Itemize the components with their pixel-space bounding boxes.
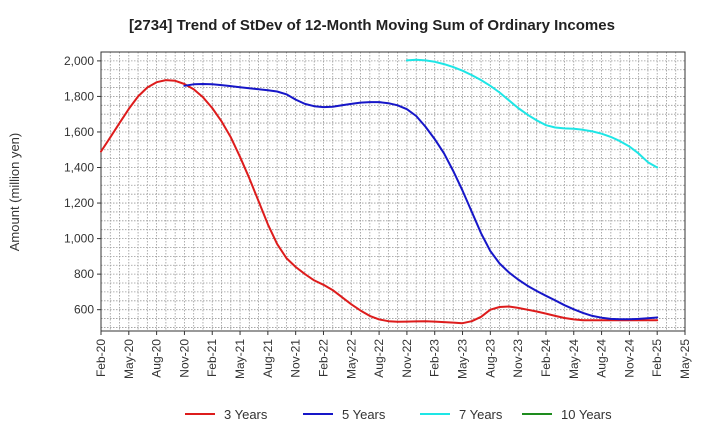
x-tick-label: Feb-24	[539, 339, 553, 377]
y-tick-label: 1,000	[64, 232, 94, 246]
y-tick-label: 1,400	[64, 161, 94, 175]
x-tick-label: May-21	[233, 339, 247, 379]
legend-label-7-years: 7 Years	[459, 407, 503, 422]
x-tick-label: Nov-22	[400, 339, 414, 378]
x-tick-label: May-23	[456, 339, 470, 379]
x-tick-label: Feb-21	[205, 339, 219, 377]
x-tick-label: May-20	[122, 339, 136, 379]
x-tick-label: May-24	[567, 339, 581, 379]
x-tick-label: May-22	[344, 339, 358, 379]
x-tick-label: Aug-21	[261, 339, 275, 378]
plot-frame	[100, 51, 686, 332]
series-line-7-years	[405, 58, 659, 169]
chart-title: [2734] Trend of StDev of 12-Month Moving…	[129, 17, 615, 34]
x-tick-label: Nov-20	[177, 339, 191, 378]
y-tick-label: 1,200	[64, 196, 94, 210]
y-tick-label: 1,800	[64, 89, 94, 103]
x-tick-label: Aug-23	[483, 339, 497, 378]
legend-label-3-years: 3 Years	[224, 407, 268, 422]
x-tick-label: Feb-25	[650, 339, 664, 377]
x-tick-label: Nov-23	[511, 339, 525, 378]
y-tick-label: 2,000	[64, 54, 94, 68]
y-tick-label: 1,600	[64, 125, 94, 139]
series-layer	[100, 58, 659, 325]
y-tick-label: 800	[74, 267, 94, 281]
x-axis-ticks: Feb-20 May-20 Aug-20 Nov-20 Feb-21 May-21 Aug-…	[94, 331, 692, 379]
x-tick-label: Nov-24	[622, 339, 636, 378]
x-tick-label: Aug-22	[372, 339, 386, 378]
x-tick-label: Aug-20	[150, 339, 164, 378]
legend-label-5-years: 5 Years	[342, 407, 386, 422]
legend-label-10-years: 10 Years	[561, 407, 612, 422]
y-axis-label: Amount (million yen)	[7, 133, 22, 252]
series-line-5-years	[183, 83, 659, 321]
y-axis-ticks: 600 800 1,000 1,200 1,400 1,600 1,800 2,000	[64, 54, 101, 317]
x-tick-label: Feb-22	[316, 339, 330, 377]
x-tick-label: May-25	[678, 339, 692, 379]
x-tick-label: Feb-23	[428, 339, 442, 377]
series-line-3-years	[100, 79, 659, 325]
x-tick-label: Feb-20	[94, 339, 108, 377]
grid-lines	[101, 51, 685, 331]
y-tick-label: 600	[74, 303, 94, 317]
legend: 3 Years 5 Years 7 Years 10 Years	[185, 407, 612, 422]
x-tick-label: Aug-24	[595, 339, 609, 378]
x-tick-label: Nov-21	[289, 339, 303, 378]
